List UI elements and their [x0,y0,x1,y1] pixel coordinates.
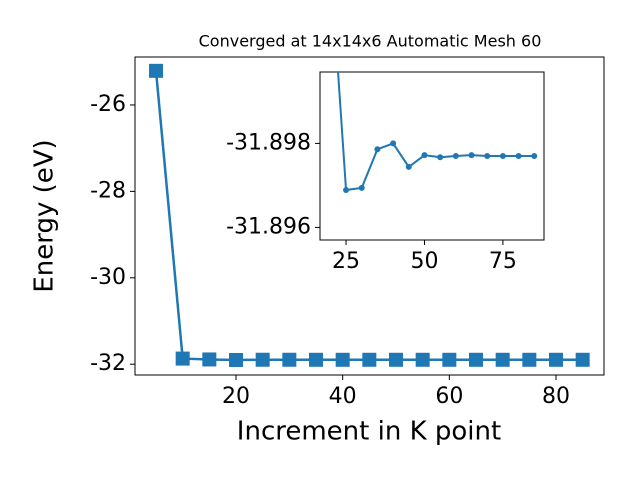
y-tick-label: -26 [90,92,126,117]
x-axis-label: Increment in K point [237,417,501,447]
marker [452,153,459,159]
marker [575,352,590,367]
chart-title: Converged at 14x14x6 Automatic Mesh 60 [199,32,542,51]
marker [484,153,491,159]
marker [415,352,430,367]
x-tick-label: 80 [542,384,570,409]
marker [442,352,457,367]
x-tick-label: 20 [222,384,250,409]
marker [522,352,537,367]
marker [175,351,190,366]
series-group [149,63,590,367]
series-group [337,72,538,194]
marker [437,154,444,161]
marker [362,352,377,367]
marker [202,352,217,367]
marker [149,63,164,78]
marker [468,152,475,159]
marker [374,146,381,153]
x-tick-label: 25 [332,249,360,274]
y-tick-label: -31.896 [226,214,311,239]
marker [531,153,538,159]
marker [421,152,428,159]
marker [515,153,522,159]
marker [255,352,270,367]
marker [309,352,324,367]
x-tick-label: 60 [435,384,463,409]
marker [549,352,564,367]
y-tick-label: -31.898 [226,130,311,155]
x-tick-label: 40 [329,384,357,409]
y-tick-label: -30 [90,265,126,290]
marker [390,140,397,147]
marker [405,163,412,170]
y-axis-label: Energy (eV) [30,139,60,292]
marker [335,352,350,367]
y-tick-label: -28 [90,178,126,203]
marker [282,352,297,367]
marker [495,352,510,367]
y-tick-label: -32 [90,351,126,376]
marker [229,352,244,367]
marker [343,187,350,194]
marker [358,184,365,191]
marker [499,153,506,159]
x-tick-label: 75 [489,249,517,274]
marker [469,352,484,367]
x-tick-label: 50 [410,249,438,274]
marker [389,352,404,367]
